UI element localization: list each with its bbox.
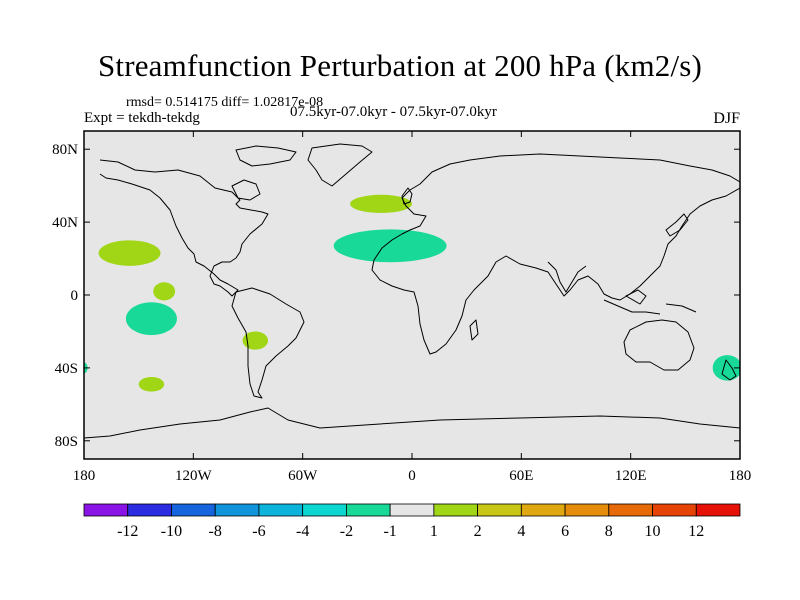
colorbar-swatch	[83, 503, 129, 517]
anomaly-layer	[84, 194, 740, 392]
coastline-britain	[401, 187, 413, 205]
x-tick-label: 60E	[509, 468, 533, 484]
map-background	[84, 131, 740, 459]
coastline-south-america	[231, 287, 305, 399]
colorbar-label: -8	[209, 523, 222, 540]
colorbar-label: 10	[645, 523, 661, 540]
period-label: 07.5kyr-07.0kyr - 07.5kyr-07.0kyr	[290, 104, 497, 120]
y-tick-label: 80N	[52, 142, 78, 158]
y-tick-label: 40S	[55, 361, 78, 377]
coastline-indonesia	[603, 289, 697, 315]
colorbar-swatch	[171, 503, 216, 517]
colorbar-swatch	[214, 503, 260, 517]
colorbar-label: 1	[430, 523, 438, 540]
y-tick-label: 40N	[52, 215, 78, 231]
anomaly-new-zealand-negative	[712, 355, 740, 381]
anomaly-east-pacific-equatorial-positive	[153, 282, 176, 301]
colorbar-swatch	[652, 503, 697, 517]
colorbar-label: -1	[383, 523, 396, 540]
anomaly-atlantic-sahara-negative	[333, 229, 447, 263]
x-tick-label: 180	[73, 468, 96, 484]
coastline-madagascar	[469, 319, 479, 341]
colorbar-swatch	[564, 503, 610, 517]
colorbar-label: -6	[252, 523, 265, 540]
season-label: DJF	[713, 110, 740, 127]
colorbar-label: 2	[474, 523, 482, 540]
coastline-hudson	[231, 179, 261, 201]
colorbar-label: 12	[688, 523, 704, 540]
x-tick-label: 180	[729, 468, 752, 484]
colorbar-swatch	[433, 503, 479, 517]
colorbar-swatch	[608, 503, 653, 517]
coastline-japan	[665, 213, 689, 237]
x-tick-label: 120W	[175, 468, 213, 484]
colorbar-label: 6	[561, 523, 569, 540]
anomaly-north-atlantic-positive	[350, 194, 412, 213]
colorbar-swatch	[477, 503, 522, 517]
colorbar-label: -10	[161, 523, 182, 540]
coastline-eurasia-africa	[371, 153, 740, 355]
colorbar-label: -12	[117, 523, 138, 540]
colorbar-swatch	[127, 503, 172, 517]
anomaly-central-pacific-north-positive	[98, 240, 161, 266]
colorbar-swatch	[258, 503, 304, 517]
y-tick-label: 0	[71, 288, 79, 304]
colorbar-label: -4	[296, 523, 309, 540]
coastline-new-zealand	[721, 359, 737, 381]
coastline-canada-arctic	[235, 145, 297, 167]
stats-label: rmsd= 0.514175 diff= 1.02817e-08	[126, 95, 324, 110]
colorbar-label: 8	[605, 523, 613, 540]
coastline-greenland	[307, 143, 373, 187]
coastlines	[84, 143, 740, 439]
coastline-australia	[623, 319, 695, 371]
colorbar-swatch	[345, 503, 391, 517]
anomaly-south-pacific-midlat-positive	[138, 377, 165, 392]
colorbar-swatch	[302, 503, 347, 517]
anomaly-south-pacific-negative	[125, 302, 177, 336]
y-tick-label: 80S	[55, 434, 78, 450]
coastline-antarctica	[84, 407, 740, 439]
x-tick-label: 60W	[288, 468, 318, 484]
experiment-label: Expt = tekdh-tekdg	[84, 110, 200, 126]
colorbar-swatch	[695, 503, 741, 517]
coastline-india	[547, 261, 587, 293]
x-tick-label: 0	[408, 468, 416, 484]
chart-title: Streamfunction Perturbation at 200 hPa (…	[97, 48, 703, 83]
x-tick-label: 120E	[615, 468, 647, 484]
colorbar-swatch	[520, 503, 566, 517]
colorbar-label: -2	[340, 523, 353, 540]
colorbar-swatch	[389, 503, 435, 517]
anomaly-southeast-pacific-positive	[242, 331, 269, 350]
colorbar-label: 4	[517, 523, 525, 540]
axis-ticks: 180 120W 60W 0 60E 120E 180 80N 40N 0 40S 80S	[52, 131, 751, 484]
colorbar: -12 -10 -8 -6 -4 -2 -1 1 2 4 6 8 10 12	[83, 503, 741, 540]
coastline-north-america	[99, 159, 269, 297]
